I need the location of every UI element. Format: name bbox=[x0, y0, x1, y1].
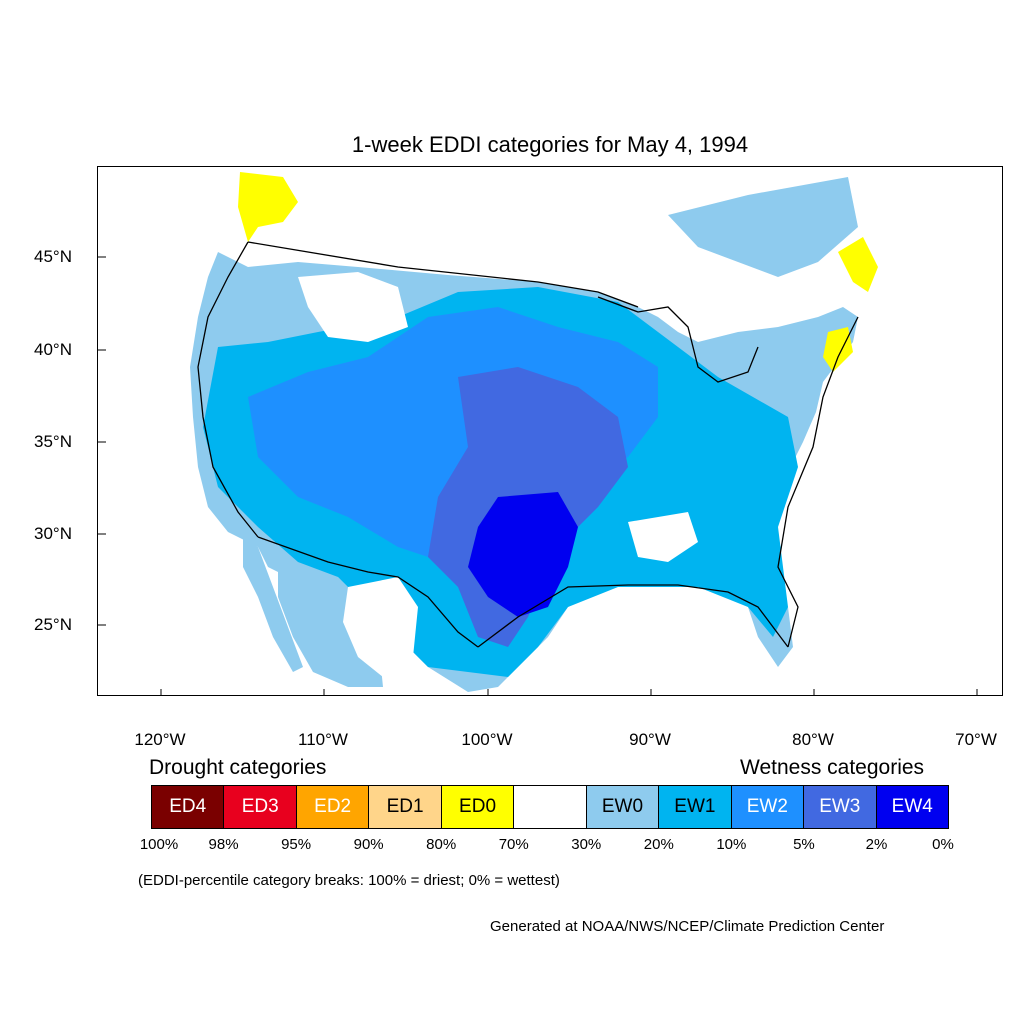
break-label: 90% bbox=[353, 836, 384, 853]
normal-patch-northwest bbox=[298, 272, 408, 342]
legend-cell-ew2: EW2 bbox=[731, 786, 805, 828]
drought-heading: Drought categories bbox=[149, 756, 327, 779]
break-label: 80% bbox=[426, 836, 457, 853]
us-canada-border bbox=[247, 241, 639, 308]
lat-label-25n: 25°N bbox=[34, 615, 72, 634]
legend-cell-ew4: EW4 bbox=[876, 786, 948, 828]
lon-label-70w: 70°W bbox=[955, 730, 997, 749]
break-label: 30% bbox=[571, 836, 602, 853]
pacific-coast bbox=[197, 241, 259, 538]
lon-label-80w: 80°W bbox=[792, 730, 834, 749]
legend-cell-ed4: ED4 bbox=[152, 786, 225, 828]
baja-region bbox=[243, 537, 303, 672]
wetness-heading: Wetness categories bbox=[740, 756, 925, 779]
lat-label-30n: 30°N bbox=[34, 524, 72, 543]
frame-ticks bbox=[98, 256, 978, 695]
lon-label-120w: 120°W bbox=[134, 730, 186, 749]
great-lakes-outline bbox=[597, 296, 759, 383]
legend-cell-ew3: EW3 bbox=[804, 786, 877, 828]
lon-label-100w: 100°W bbox=[461, 730, 513, 749]
legend-cell-normal bbox=[514, 786, 587, 828]
legend-cell-ed1: ED1 bbox=[369, 786, 442, 828]
lat-label-35n: 35°N bbox=[34, 432, 72, 451]
category-note: (EDDI-percentile category breaks: 100% =… bbox=[138, 872, 560, 889]
ed0-patch-northwest bbox=[238, 172, 298, 242]
map-title: 1-week EDDI categories for May 4, 1994 bbox=[351, 132, 749, 157]
us-mexico-border bbox=[257, 536, 479, 648]
lat-label-45n: 45°N bbox=[34, 247, 72, 266]
canada-patch bbox=[668, 177, 858, 277]
legend-cell-ed0: ED0 bbox=[441, 786, 515, 828]
normal-patch-mexico bbox=[343, 577, 418, 677]
map-panel bbox=[97, 166, 1003, 696]
break-label: 100% bbox=[139, 836, 179, 853]
legend-cell-ed3: ED3 bbox=[224, 786, 297, 828]
break-label: 2% bbox=[865, 836, 888, 853]
boundary-lines bbox=[197, 241, 859, 648]
break-label: 10% bbox=[716, 836, 747, 853]
gulf-coast bbox=[477, 584, 789, 648]
ed0-patch-northeast bbox=[838, 237, 878, 292]
credit-line: Generated at NOAA/NWS/NCEP/Climate Predi… bbox=[490, 918, 885, 935]
legend-cell-ew0: EW0 bbox=[586, 786, 660, 828]
normal-patch-southeast bbox=[628, 512, 698, 562]
break-label: 95% bbox=[281, 836, 312, 853]
break-label: 5% bbox=[793, 836, 815, 853]
ew4-region bbox=[468, 492, 578, 617]
legend-cell-ed2: ED2 bbox=[296, 786, 370, 828]
eddi-map bbox=[98, 172, 978, 695]
atlantic-coast bbox=[777, 316, 859, 648]
lon-label-90w: 90°W bbox=[629, 730, 671, 749]
break-label: 0% bbox=[932, 836, 954, 853]
category-legend: ED4 ED3 ED2 ED1 ED0 EW0 EW1 EW2 EW3 EW4 bbox=[151, 785, 949, 829]
lon-label-110w: 110°W bbox=[298, 730, 348, 749]
break-label: 98% bbox=[208, 836, 239, 853]
legend-cell-ew1: EW1 bbox=[659, 786, 732, 828]
break-label: 20% bbox=[643, 836, 674, 853]
break-label: 70% bbox=[498, 836, 529, 853]
lat-label-40n: 40°N bbox=[34, 340, 72, 359]
ed0-patch-newengland bbox=[823, 327, 853, 372]
